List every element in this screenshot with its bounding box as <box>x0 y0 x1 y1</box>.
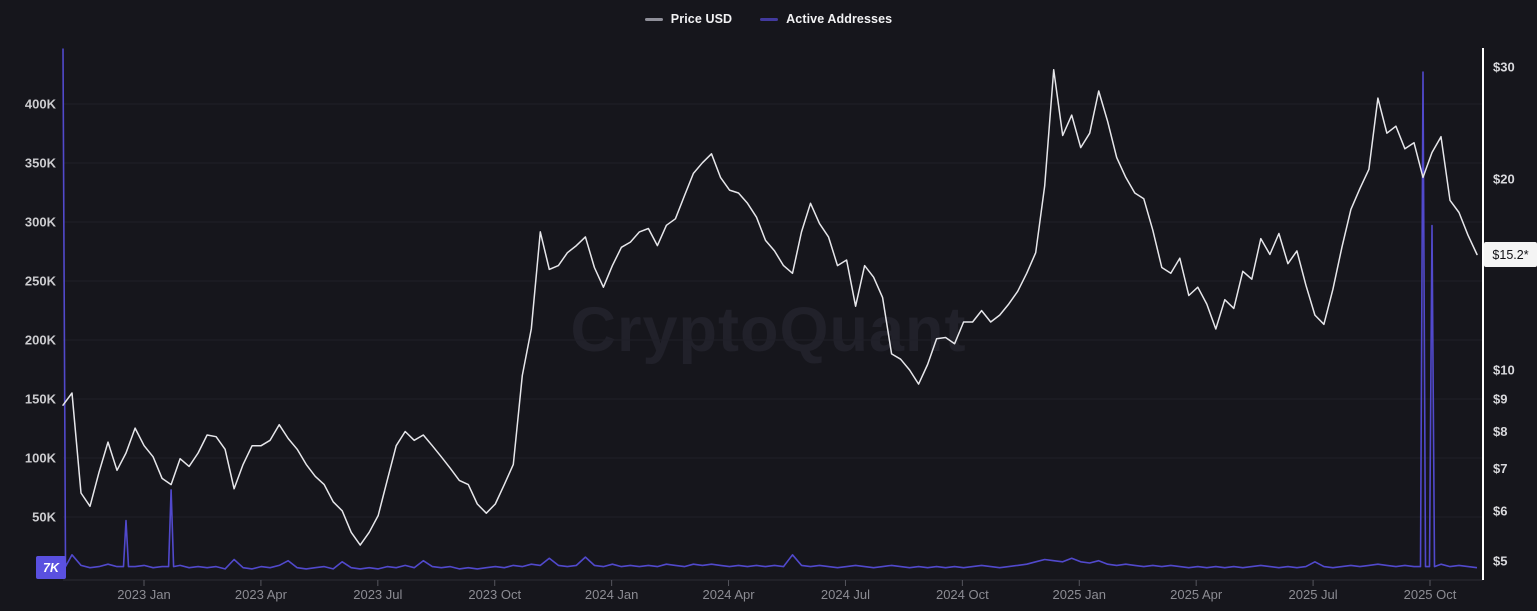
x-axis-tick-label: 2023 Oct <box>468 587 521 602</box>
left-axis-tick-label: 400K <box>25 97 57 112</box>
legend-item-price-usd[interactable]: Price USD <box>644 12 733 26</box>
left-axis-tick-label: 50K <box>32 510 56 525</box>
active-addresses-current-value-badge: 7K <box>36 556 66 579</box>
left-axis-tick-label: 200K <box>25 333 57 348</box>
right-axis-tick-label: $6 <box>1493 503 1507 518</box>
right-axis-tick-label: $8 <box>1493 424 1507 439</box>
left-axis-tick-label: 300K <box>25 215 57 230</box>
x-axis-tick-label: 2025 Jan <box>1053 587 1107 602</box>
right-axis-tick-label: $30 <box>1493 60 1515 75</box>
right-axis-tick-label: $5 <box>1493 554 1507 569</box>
x-axis-tick-label: 2024 Jan <box>585 587 639 602</box>
legend-label-price-usd: Price USD <box>670 12 733 26</box>
x-axis-tick-label: 2025 Jul <box>1289 587 1338 602</box>
x-axis-tick-label: 2023 Jul <box>353 587 402 602</box>
x-axis-tick-label: 2024 Jul <box>821 587 870 602</box>
right-axis-tick-label: $20 <box>1493 171 1515 186</box>
x-axis-tick-label: 2023 Apr <box>235 587 288 602</box>
right-axis-tick-label: $10 <box>1493 362 1515 377</box>
legend-label-active-addresses: Active Addresses <box>786 12 893 26</box>
chart-legend: Price USD Active Addresses <box>0 8 1537 30</box>
left-axis-tick-label: 350K <box>25 156 57 171</box>
cryptoquant-watermark: CryptoQuant <box>570 295 967 365</box>
left-axis-tick-label: 100K <box>25 451 57 466</box>
left-axis-tick-label: 250K <box>25 274 57 289</box>
price-usd-swatch-icon <box>644 17 663 21</box>
right-axis-tick-label: $7 <box>1493 461 1507 476</box>
price-current-value-badge: $15.2* <box>1484 242 1537 267</box>
active-addresses-swatch-icon <box>760 17 779 21</box>
x-axis-tick-label: 2025 Oct <box>1404 587 1457 602</box>
left-axis-tick-label: 150K <box>25 392 57 407</box>
x-axis-tick-label: 2024 Apr <box>703 587 756 602</box>
x-axis-tick-label: 2023 Jan <box>117 587 171 602</box>
active-addresses-line-series <box>62 48 1478 570</box>
legend-item-active-addresses[interactable]: Active Addresses <box>760 12 892 26</box>
price-usd-line-series <box>62 69 1478 546</box>
right-axis-tick-label: $9 <box>1493 392 1507 407</box>
x-axis-tick-label: 2024 Oct <box>936 587 989 602</box>
x-axis-tick-label: 2025 Apr <box>1170 587 1223 602</box>
